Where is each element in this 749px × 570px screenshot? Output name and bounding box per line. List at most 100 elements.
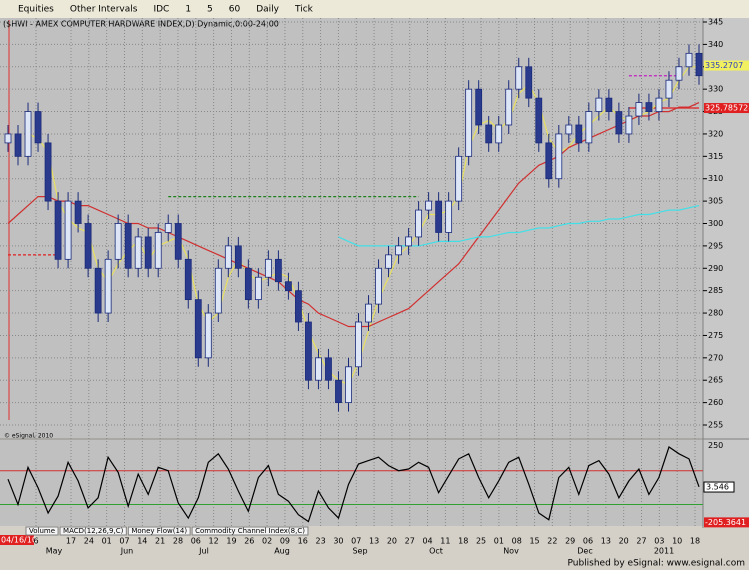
candle-body xyxy=(274,258,282,283)
candle-body xyxy=(565,124,573,135)
date-label: 08 xyxy=(512,537,522,546)
candle-body xyxy=(325,357,332,381)
candle-body xyxy=(595,97,603,112)
candle-body xyxy=(194,299,202,359)
candle-body xyxy=(174,223,182,260)
date-label: 18 xyxy=(458,537,468,546)
y-tick-label: 330 xyxy=(708,85,723,94)
y-tick-label: 305 xyxy=(708,197,723,206)
candle-body xyxy=(625,115,633,135)
candle-body xyxy=(375,267,382,305)
footer: Published by eSignal: www.esignal.com xyxy=(567,559,745,569)
last-price-label: 335.2707 xyxy=(705,61,743,70)
toolbar-item[interactable]: 5 xyxy=(207,5,213,15)
candle-body xyxy=(124,223,132,269)
date-label: 07 xyxy=(119,537,129,546)
date-label: 06 xyxy=(191,537,201,546)
date-label: 11 xyxy=(440,537,450,546)
candle-body xyxy=(264,258,272,278)
start-date: 04/16/10 xyxy=(1,536,37,545)
date-label: 28 xyxy=(173,537,183,546)
indicator-tab[interactable]: Volume xyxy=(25,526,59,536)
y-tick-label: 320 xyxy=(708,129,723,138)
level-label-box xyxy=(704,103,749,114)
level-label: 325.785728 xyxy=(705,104,749,113)
tab-label[interactable]: Volume xyxy=(29,527,55,535)
copyright: © eSignal, 2010 xyxy=(4,433,53,440)
candle-body xyxy=(305,321,312,381)
month-label: May xyxy=(46,547,63,556)
toolbar xyxy=(0,0,749,18)
date-label: 27 xyxy=(405,537,415,546)
start-date-box xyxy=(0,535,34,545)
tab-box[interactable] xyxy=(191,526,309,536)
y-tick-label: 315 xyxy=(708,152,723,161)
toolbar-item[interactable]: 60 xyxy=(229,5,241,15)
toolbar-item[interactable]: Daily xyxy=(256,5,279,15)
candle-body xyxy=(445,200,453,233)
candle-body xyxy=(395,245,402,256)
y-tick-label: 270 xyxy=(708,353,723,362)
candle-body xyxy=(455,155,463,202)
indicator-min-label: -205.3641 xyxy=(705,518,746,527)
toolbar-item[interactable]: IDC xyxy=(153,5,169,15)
month-label: Jun xyxy=(120,547,134,556)
toolbar-item[interactable]: Other Intervals xyxy=(70,5,138,15)
candle-body xyxy=(234,245,242,269)
indicator-tab[interactable]: Commodity Channel Index(8,C) xyxy=(191,526,309,536)
month-label: Oct xyxy=(429,547,443,556)
candle-body xyxy=(134,236,142,269)
date-label: 6 xyxy=(33,537,38,546)
last-price-box xyxy=(704,60,749,71)
date-label: 20 xyxy=(619,537,629,546)
candle-body xyxy=(535,97,543,144)
candle-body xyxy=(335,379,342,404)
tab-label[interactable]: Money Flow(14) xyxy=(131,527,187,535)
candle-body xyxy=(525,66,533,99)
date-label: 09 xyxy=(280,537,290,546)
candle-body xyxy=(415,209,422,238)
indicator-panel xyxy=(0,440,703,526)
y-tick-label: 280 xyxy=(708,309,723,318)
candle-body xyxy=(695,52,703,77)
date-label: 13 xyxy=(369,537,379,546)
candle-body xyxy=(74,200,82,224)
tab-box[interactable] xyxy=(25,526,59,536)
date-label: 22 xyxy=(547,537,557,546)
candle-body xyxy=(244,267,252,301)
candle-body xyxy=(164,223,172,233)
date-label: 15 xyxy=(529,537,539,546)
candle-body xyxy=(315,357,322,381)
toolbar-item[interactable]: Equities xyxy=(18,5,54,15)
y-tick-label: 265 xyxy=(708,376,723,385)
candle-body xyxy=(114,223,122,260)
candle-body xyxy=(224,245,232,269)
candle-body xyxy=(545,142,553,180)
indicator-tab[interactable]: MACD(12,26,9,C) xyxy=(59,526,127,536)
toolbar-item[interactable]: 1 xyxy=(185,5,191,15)
tab-label[interactable]: Commodity Channel Index(8,C) xyxy=(195,527,305,535)
indicator-tab[interactable]: Money Flow(14) xyxy=(127,526,191,536)
month-label: Nov xyxy=(503,547,519,556)
date-label: 13 xyxy=(601,537,611,546)
date-label: 10 xyxy=(672,537,682,546)
candle-body xyxy=(385,254,392,269)
indicator-tick-label: 250 xyxy=(708,441,723,450)
candle-body xyxy=(144,236,152,269)
y-tick-label: 300 xyxy=(708,219,723,228)
candle-body xyxy=(84,223,92,269)
month-label: Sep xyxy=(352,547,367,556)
y-tick-label: 345 xyxy=(708,18,723,27)
tab-box[interactable] xyxy=(127,526,191,536)
date-label: 20 xyxy=(387,537,397,546)
candle-body xyxy=(295,290,302,323)
tab-label[interactable]: MACD(12,26,9,C) xyxy=(63,527,124,535)
date-label: 01 xyxy=(494,537,504,546)
date-label: 23 xyxy=(316,537,326,546)
candle-body xyxy=(515,66,523,90)
candle-body xyxy=(465,88,473,157)
toolbar-item[interactable]: Tick xyxy=(294,5,314,15)
tab-box[interactable] xyxy=(59,526,127,536)
y-tick-label: 285 xyxy=(708,286,723,295)
